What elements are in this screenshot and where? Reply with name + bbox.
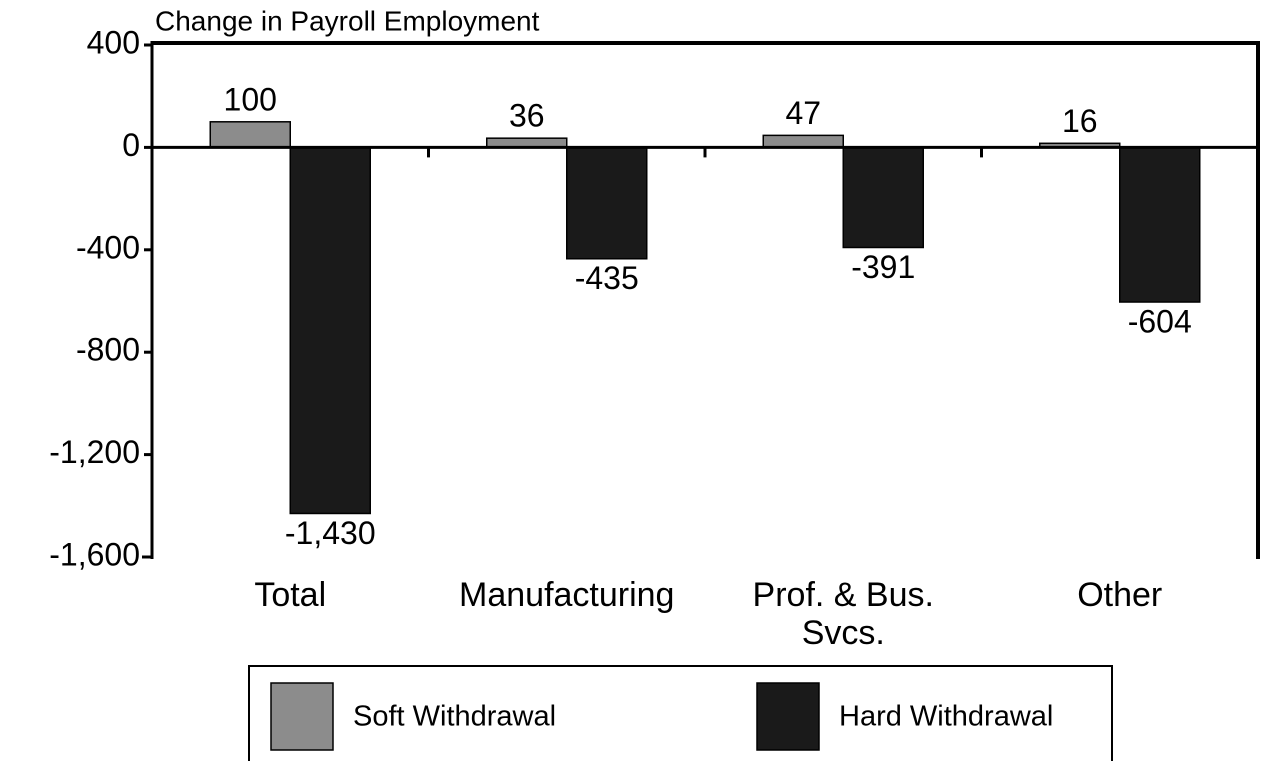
bar [762, 134, 844, 149]
x-tick-label: Prof. & Bus. Svcs. [752, 576, 934, 652]
y-tick-label: 400 [87, 24, 140, 60]
x-tick-label: Other [1077, 576, 1163, 614]
bar [1119, 146, 1201, 303]
x-tick-label: Manufacturing [459, 576, 675, 614]
legend-box [248, 665, 1113, 761]
y-tick-label: -1,600 [49, 536, 140, 572]
value-label: 100 [224, 81, 277, 117]
value-label: 16 [1062, 103, 1098, 139]
y-tick-label: -1,200 [49, 434, 140, 470]
value-label: -604 [1128, 303, 1192, 339]
legend-swatch [270, 682, 334, 751]
bar [209, 121, 291, 149]
value-label: 36 [509, 98, 545, 134]
x-tick-label: Total [254, 576, 327, 614]
value-label: -391 [851, 249, 915, 285]
y-tick-label: 0 [122, 127, 140, 163]
value-label: 47 [785, 95, 821, 131]
chart-title: Change in Payroll Employment [155, 5, 540, 36]
y-tick-label: -800 [76, 332, 140, 368]
value-label: -435 [575, 260, 639, 296]
bar [842, 146, 924, 249]
legend-label: Soft Withdrawal [353, 701, 556, 733]
y-tick-label: -400 [76, 229, 140, 265]
value-label: -1,430 [285, 515, 376, 551]
legend-swatch [756, 682, 820, 751]
bar [289, 146, 371, 515]
legend-label: Hard Withdrawal [839, 701, 1053, 733]
bar [566, 146, 648, 260]
